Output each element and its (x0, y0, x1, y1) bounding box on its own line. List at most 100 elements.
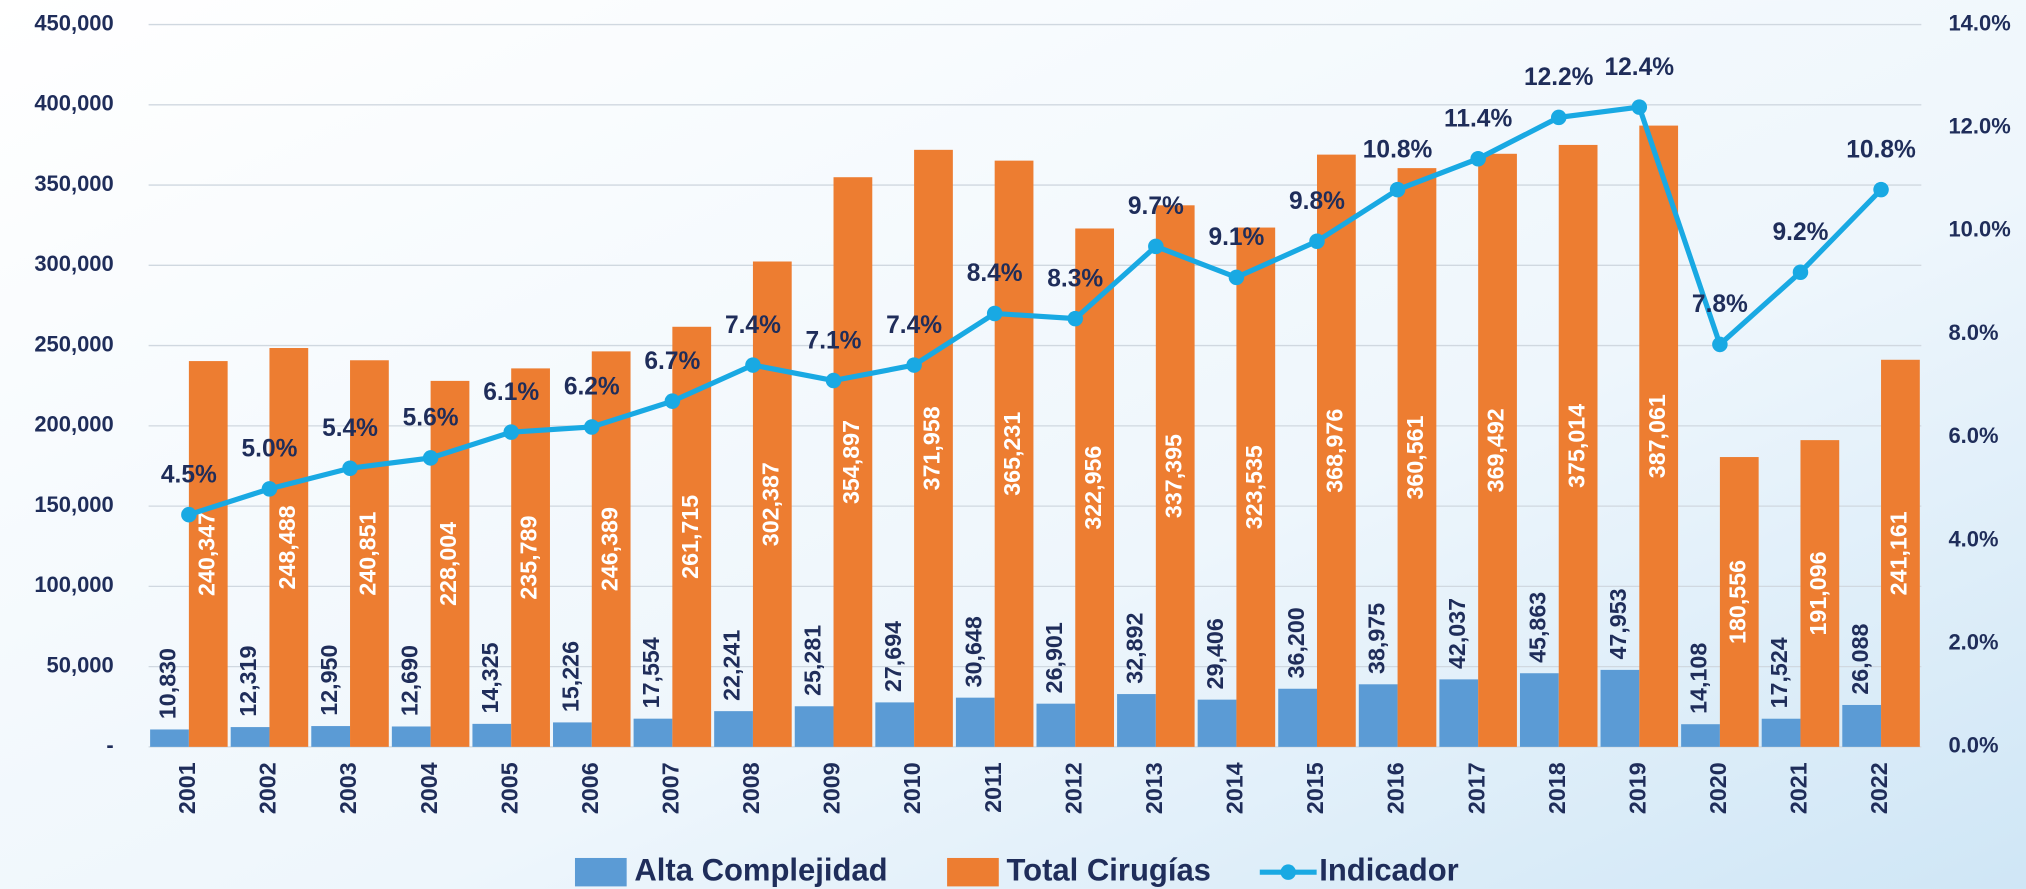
bar-value-label: 240,851 (355, 511, 381, 595)
x-tick-label: 2009 (819, 762, 845, 814)
bar (553, 722, 592, 747)
bar-value-label: 14,325 (477, 642, 503, 713)
line-marker (1067, 310, 1084, 327)
x-tick-label: 2021 (1786, 762, 1812, 814)
line-marker (1631, 99, 1648, 115)
bar-value-label: 14,108 (1686, 643, 1712, 714)
bar (833, 177, 873, 747)
bar (994, 160, 1034, 747)
bar-value-label: 235,789 (516, 516, 542, 600)
bar (955, 697, 995, 747)
x-tick-label: 2003 (335, 762, 361, 814)
line-value-label: 7.1% (806, 327, 862, 354)
bar-value-label: 354,897 (838, 420, 864, 504)
y-tick-label: 400,000 (34, 91, 113, 116)
bar (269, 348, 309, 747)
y-tick-label: 350,000 (34, 171, 113, 196)
y2-tick-label: 10.0% (1948, 217, 2010, 242)
bar-value-label: 323,535 (1241, 445, 1267, 529)
bar (1639, 125, 1679, 747)
legend-marker (1280, 864, 1296, 880)
bar-value-label: 15,226 (558, 641, 584, 712)
bar-value-label: 10,830 (155, 648, 181, 719)
x-tick-label: 2010 (899, 762, 925, 814)
bar-value-label: 47,953 (1605, 588, 1631, 659)
line-marker (1792, 264, 1809, 280)
bar-value-label: 240,347 (193, 512, 219, 596)
bar-value-label: 261,715 (677, 495, 703, 579)
legend-label: Alta Complejidad (634, 852, 887, 887)
bar (1358, 684, 1398, 747)
line-marker (181, 506, 197, 523)
line-marker (664, 393, 681, 409)
bar-value-label: 368,976 (1322, 409, 1348, 493)
line-value-label: 5.6% (403, 405, 459, 432)
legend-label: Total Cirugías (1007, 852, 1211, 887)
y-tick-label: - (106, 733, 113, 758)
line-value-label: 8.4% (967, 260, 1023, 287)
y-tick-label: 150,000 (34, 492, 113, 517)
bar-value-label: 12,319 (235, 646, 261, 717)
line-value-label: 4.5% (161, 461, 217, 488)
y-tick-label: 300,000 (34, 251, 113, 276)
bar (1719, 457, 1759, 747)
line-marker (1470, 150, 1486, 167)
x-tick-label: 2001 (174, 762, 200, 814)
bar (230, 727, 270, 747)
bar (430, 380, 470, 747)
bar-value-label: 322,956 (1080, 446, 1106, 530)
line-marker (1873, 181, 1889, 198)
bar (1681, 724, 1720, 747)
legend-label: Indicador (1319, 852, 1459, 887)
bar (1881, 359, 1920, 747)
bar (1036, 703, 1076, 747)
bar-value-label: 360,561 (1402, 415, 1428, 499)
bar-value-label: 17,524 (1766, 637, 1792, 708)
line-value-label: 12.4% (1605, 54, 1675, 81)
bar (914, 149, 953, 747)
bar-value-label: 375,014 (1563, 404, 1589, 488)
line-value-label: 9.8% (1289, 188, 1345, 215)
bar-value-label: 248,488 (274, 505, 300, 589)
line-value-label: 10.8% (1846, 136, 1916, 163)
line-marker (745, 357, 761, 373)
x-tick-label: 2008 (738, 762, 764, 814)
y-tick-label: 200,000 (34, 412, 113, 437)
line-marker (342, 460, 358, 477)
y2-tick-label: 8.0% (1948, 320, 1998, 345)
bar (633, 718, 673, 747)
bar (1397, 168, 1437, 747)
line-marker (1550, 109, 1567, 126)
line-marker (1712, 336, 1728, 353)
line-marker (906, 357, 922, 373)
legend-swatch (574, 857, 627, 887)
bar (1600, 669, 1640, 747)
line-value-label: 5.0% (241, 436, 297, 463)
bar (1316, 154, 1356, 747)
line-marker (825, 372, 842, 389)
bar (188, 361, 228, 747)
legend-swatch (947, 857, 999, 887)
line-value-label: 6.2% (564, 374, 620, 401)
x-tick-label: 2020 (1705, 762, 1731, 814)
bar (714, 711, 753, 747)
bar (350, 360, 389, 747)
x-tick-label: 2014 (1222, 762, 1248, 814)
bar (1519, 673, 1559, 747)
line-value-label: 8.3% (1047, 265, 1103, 292)
bar (1117, 694, 1156, 747)
line-marker (1389, 181, 1406, 198)
line-marker (1309, 233, 1325, 250)
bar (472, 723, 512, 747)
bar-value-label: 45,863 (1524, 592, 1550, 663)
y-tick-label: 50,000 (47, 652, 114, 677)
line-value-label: 10.8% (1363, 136, 1433, 163)
x-tick-label: 2019 (1624, 762, 1650, 814)
x-tick-label: 2018 (1544, 762, 1570, 814)
x-tick-label: 2012 (1060, 762, 1086, 814)
bar-value-label: 387,061 (1644, 394, 1670, 478)
y2-tick-label: 6.0% (1948, 423, 1998, 448)
line-marker (422, 450, 439, 466)
bar (1278, 688, 1317, 747)
